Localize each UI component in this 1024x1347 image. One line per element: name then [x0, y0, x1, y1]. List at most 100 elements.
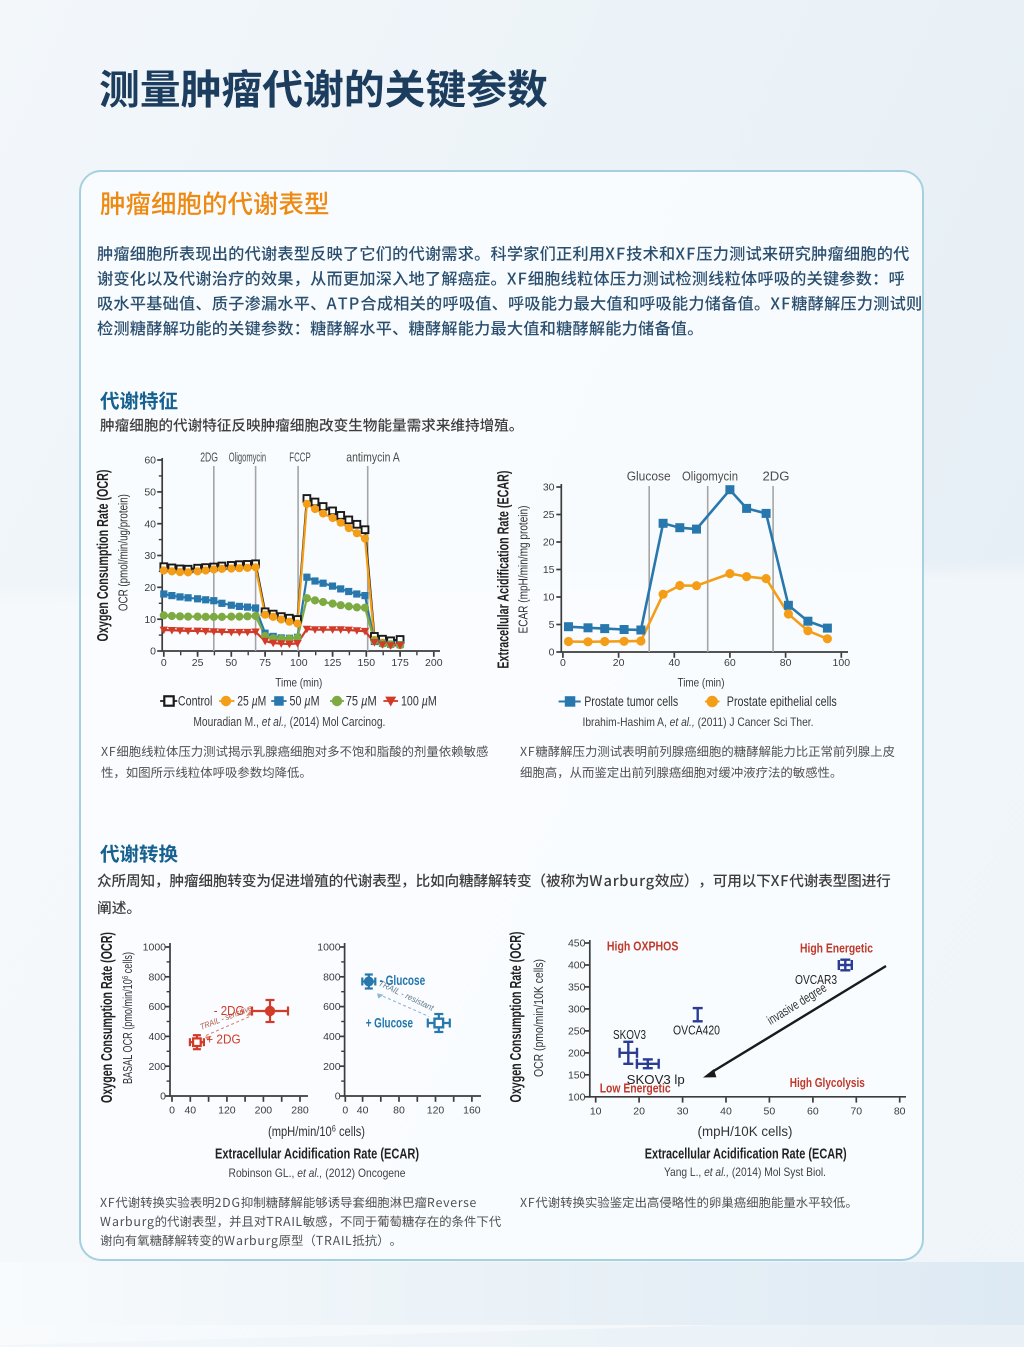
svg-text:0: 0 [160, 1091, 166, 1103]
svg-text:antimycin A: antimycin A [346, 451, 400, 465]
svg-text:75 µM: 75 µM [346, 692, 377, 708]
svg-text:0: 0 [549, 647, 555, 659]
svg-text:Oxygen Consumption Rate (OCR): Oxygen Consumption Rate (OCR) [508, 932, 525, 1103]
svg-text:Control: Control [178, 692, 213, 708]
svg-text:400: 400 [323, 1031, 341, 1043]
svg-text:Time (min): Time (min) [678, 676, 725, 690]
svg-text:(mpH/10K cells): (mpH/10K cells) [698, 1124, 793, 1139]
svg-text:80: 80 [894, 1106, 906, 1118]
svg-text:20: 20 [613, 657, 625, 669]
svg-text:200: 200 [568, 1048, 586, 1060]
svg-text:Low Energetic: Low Energetic [600, 1081, 671, 1096]
svg-text:450: 450 [568, 938, 586, 950]
svg-text:50: 50 [764, 1106, 776, 1118]
svg-text:100: 100 [568, 1091, 586, 1103]
svg-text:60: 60 [724, 657, 736, 669]
svg-text:SKOV3: SKOV3 [613, 1027, 646, 1042]
svg-text:Extracellular Acidification Ra: Extracellular Acidification Rate (ECAR) [645, 1146, 847, 1163]
svg-text:30: 30 [677, 1106, 689, 1118]
svg-text:2DG: 2DG [763, 470, 790, 484]
svg-text:25 µM: 25 µM [237, 692, 266, 708]
svg-text:800: 800 [323, 971, 341, 983]
svg-text:280: 280 [291, 1105, 309, 1117]
svg-text:Glucose: Glucose [627, 470, 671, 484]
svg-text:10: 10 [144, 614, 156, 626]
svg-text:20: 20 [144, 582, 156, 594]
svg-text:High OXPHOS: High OXPHOS [607, 939, 679, 954]
svg-text:600: 600 [323, 1001, 341, 1013]
svg-text:+ Glucose: + Glucose [366, 1016, 414, 1031]
svg-text:350: 350 [568, 982, 586, 994]
svg-text:125: 125 [324, 657, 342, 669]
svg-text:100 µM: 100 µM [401, 692, 437, 708]
svg-text:Oxygen Consumption Rate (OCR): Oxygen Consumption Rate (OCR) [99, 932, 116, 1103]
svg-text:60: 60 [144, 455, 156, 467]
svg-text:2DG: 2DG [200, 451, 218, 465]
svg-text:0: 0 [560, 657, 566, 669]
svg-text:- Glucose: - Glucose [380, 973, 426, 988]
svg-text:Robinson GL., et al., (2012) O: Robinson GL., et al., (2012) Oncogene [229, 1166, 406, 1180]
svg-text:Extracellular Acidification Ra: Extracellular Acidification Rate (ECAR) [215, 1146, 419, 1163]
svg-text:5: 5 [549, 619, 555, 631]
svg-text:Prostate tumor cells: Prostate tumor cells [584, 693, 678, 709]
svg-text:High Energetic: High Energetic [800, 941, 873, 956]
svg-text:60: 60 [807, 1106, 819, 1118]
svg-text:200: 200 [255, 1105, 273, 1117]
svg-text:20: 20 [543, 537, 555, 549]
svg-text:15: 15 [543, 564, 555, 576]
svg-text:150: 150 [358, 657, 376, 669]
svg-text:(mpH/min/106 cells): (mpH/min/106 cells) [268, 1124, 365, 1140]
svg-text:BASAL OCR (pmo/min/106 cells): BASAL OCR (pmo/min/106 cells) [120, 952, 135, 1084]
svg-text:40: 40 [357, 1105, 369, 1117]
svg-text:0: 0 [161, 657, 167, 669]
svg-text:30: 30 [543, 482, 555, 494]
svg-text:SKOV3 lp: SKOV3 lp [627, 1073, 685, 1087]
svg-text:250: 250 [568, 1026, 586, 1038]
svg-text:40: 40 [184, 1105, 196, 1117]
svg-text:- 2DG: - 2DG [214, 1004, 245, 1018]
svg-text:50: 50 [144, 487, 156, 499]
svg-text:Oxygen Consumption Rate (OCR): Oxygen Consumption Rate (OCR) [95, 470, 112, 642]
svg-text:120: 120 [427, 1105, 445, 1117]
svg-text:30: 30 [144, 550, 156, 562]
svg-text:25: 25 [543, 509, 555, 521]
svg-text:80: 80 [780, 657, 792, 669]
svg-text:10: 10 [590, 1106, 602, 1118]
svg-text:40: 40 [668, 657, 680, 669]
svg-text:OCR (pmol/min/ug/protein): OCR (pmol/min/ug/protein) [115, 494, 130, 611]
svg-text:200: 200 [148, 1061, 166, 1073]
svg-text:Yang L., et al., (2014) Mol Sy: Yang L., et al., (2014) Mol Syst Biol. [664, 1165, 826, 1179]
svg-text:40: 40 [720, 1106, 732, 1118]
svg-text:25: 25 [192, 657, 204, 669]
svg-text:Ibrahim-Hashim A, et al., (201: Ibrahim-Hashim A, et al., (2011) J Cance… [583, 715, 814, 729]
svg-text:70: 70 [850, 1106, 862, 1118]
svg-text:400: 400 [568, 960, 586, 972]
svg-text:120: 120 [218, 1105, 236, 1117]
svg-text:1000: 1000 [317, 942, 341, 954]
svg-text:50: 50 [225, 657, 237, 669]
svg-text:1000: 1000 [143, 942, 167, 954]
svg-text:OVCAR3: OVCAR3 [795, 972, 837, 987]
svg-text:OVCA420: OVCA420 [673, 1023, 720, 1038]
svg-text:Extracellular Acidification Ra: Extracellular Acidification Rate (ECAR) [496, 471, 513, 669]
svg-text:Prostate epithelial cells: Prostate epithelial cells [727, 693, 837, 709]
svg-text:400: 400 [148, 1031, 166, 1043]
svg-text:Oligomycin: Oligomycin [682, 470, 738, 484]
svg-text:0: 0 [335, 1091, 341, 1103]
svg-text:50 µM: 50 µM [290, 692, 320, 708]
svg-text:300: 300 [568, 1004, 586, 1016]
svg-text:175: 175 [391, 657, 409, 669]
svg-text:600: 600 [148, 1001, 166, 1013]
svg-text:80: 80 [393, 1105, 405, 1117]
svg-text:10: 10 [543, 592, 555, 604]
svg-text:40: 40 [144, 518, 156, 530]
svg-text:ECAR (mpH/min/mg protein): ECAR (mpH/min/mg protein) [515, 506, 530, 634]
svg-text:0: 0 [150, 646, 156, 658]
svg-text:OCR (pmo/min/10K cells): OCR (pmo/min/10K cells) [532, 959, 546, 1077]
svg-text:Mouradian M., et al., (2014) M: Mouradian M., et al., (2014) Mol Carcino… [193, 715, 385, 729]
svg-text:100: 100 [290, 657, 308, 669]
svg-text:+ 2DG: + 2DG [206, 1033, 240, 1047]
svg-text:75: 75 [259, 657, 271, 669]
svg-text:0: 0 [342, 1105, 348, 1117]
svg-text:0: 0 [169, 1105, 175, 1117]
